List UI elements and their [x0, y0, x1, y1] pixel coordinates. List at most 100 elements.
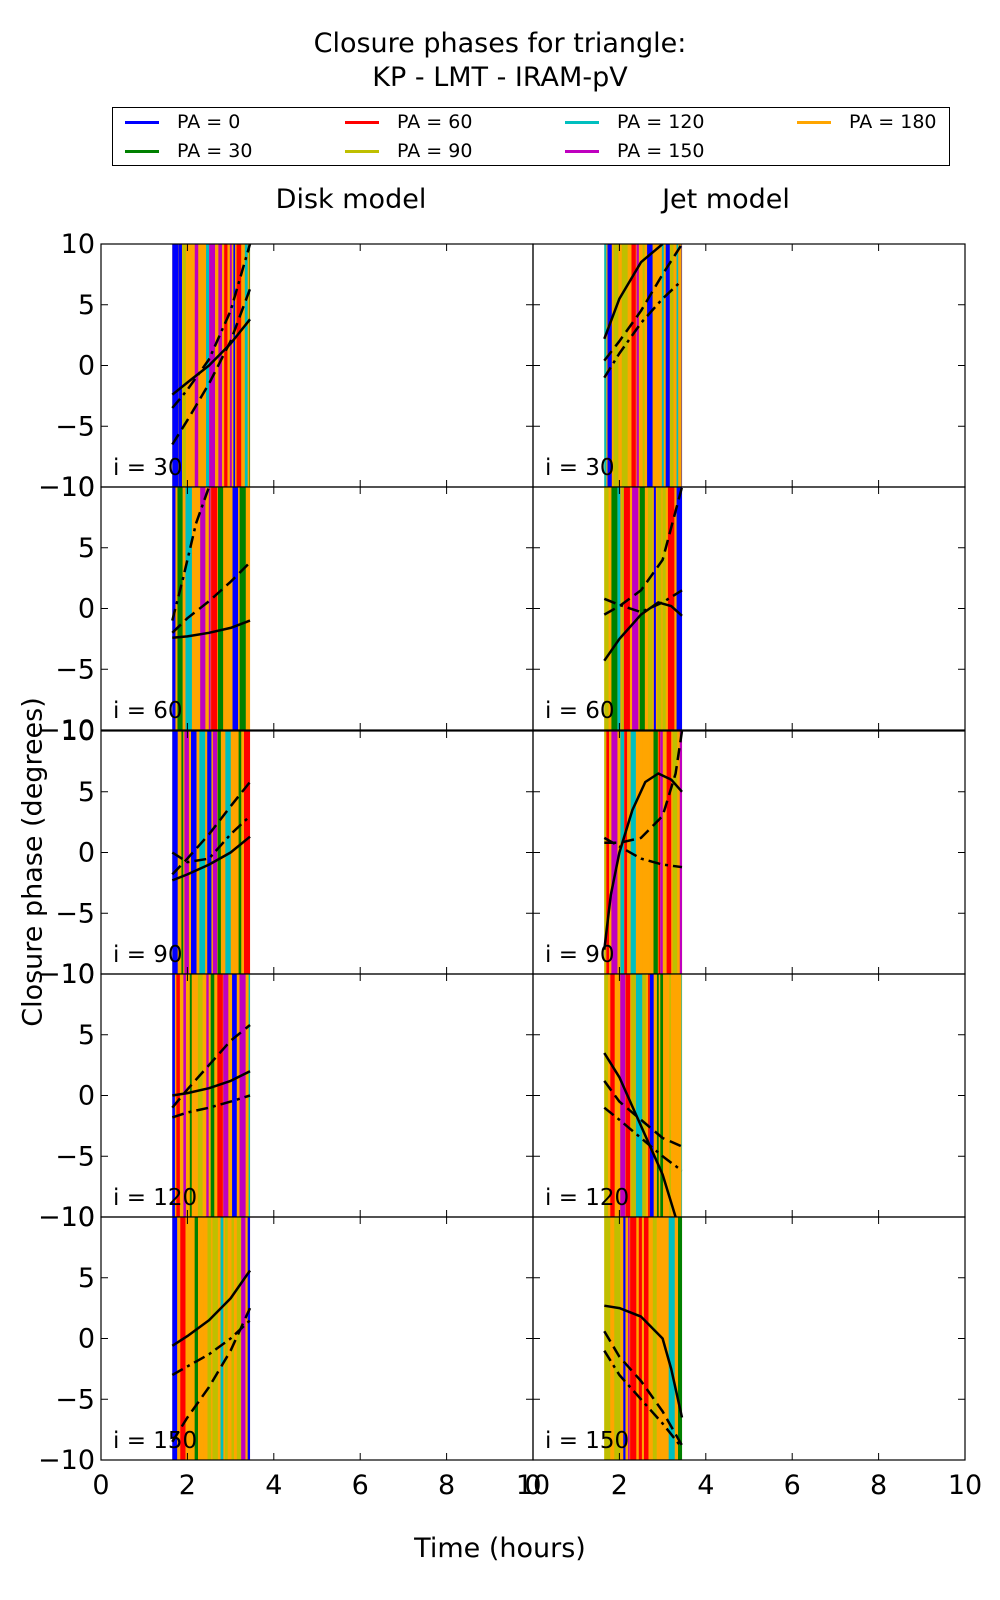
- color-band: [172, 974, 251, 1217]
- y-tick-label: 5: [78, 290, 95, 321]
- x-tick-label: 2: [179, 1470, 196, 1501]
- column-title-jet: Jet model: [662, 184, 790, 215]
- band-stripe: [638, 1217, 642, 1460]
- band-stripe: [200, 487, 206, 730]
- panel-frame: [532, 486, 966, 731]
- band-stripe: [232, 974, 237, 1217]
- band-stripe: [199, 731, 206, 974]
- series-line-dashdot: [171, 815, 251, 864]
- band-stripe: [192, 487, 197, 730]
- band-stripe: [224, 1217, 228, 1460]
- band-stripe: [194, 244, 199, 487]
- band-stripe: [614, 1217, 621, 1460]
- series-line-solid: [171, 835, 251, 882]
- band-stripe: [653, 731, 658, 974]
- legend-label-pa-30: PA = 30: [177, 140, 253, 162]
- band-stripe: [172, 731, 178, 974]
- x-tick-label: 0: [524, 1470, 541, 1501]
- band-stripe: [239, 974, 246, 1217]
- band-stripe: [238, 731, 242, 974]
- band-stripe: [647, 244, 653, 487]
- panel-jet-row-1: i = 30: [532, 243, 966, 488]
- panel-frame: [100, 243, 534, 488]
- series-line-dashdot: [171, 1094, 251, 1119]
- band-stripe: [212, 1217, 218, 1460]
- band-stripe: [604, 731, 606, 974]
- panel-disk-row-1: −10 −5 0 5 10 i = 30: [38, 229, 534, 503]
- band-stripe: [185, 487, 192, 730]
- panel-frame: [100, 730, 534, 975]
- panel-frame: [100, 486, 534, 731]
- band-stripe: [623, 487, 630, 730]
- band-stripe: [211, 487, 218, 730]
- y-tick-label: 0: [78, 838, 95, 869]
- band-stripe: [676, 244, 679, 487]
- band-stripe: [668, 1217, 675, 1460]
- row-label: i = 90: [113, 942, 183, 968]
- legend-item-pa-30: PA = 30: [125, 140, 252, 162]
- band-stripe: [660, 974, 664, 1217]
- series-line-dashed: [171, 1307, 252, 1443]
- y-tick-label: 0: [78, 594, 95, 625]
- band-stripe: [189, 974, 192, 1217]
- panel-frame: [532, 1216, 966, 1461]
- band-stripe: [630, 731, 636, 974]
- band-stripe: [621, 244, 628, 487]
- band-stripe: [649, 1217, 652, 1460]
- color-band: [172, 487, 251, 730]
- series-line-dashed: [604, 731, 684, 845]
- y-tick-label: 10: [61, 959, 95, 990]
- color-band: [604, 731, 683, 974]
- band-stripe: [233, 244, 236, 487]
- y-axis-label: Closure phase (degrees): [17, 697, 49, 1027]
- panel-disk-row-2: −10 −5 0 5 10 i = 60: [38, 472, 534, 746]
- row-label: i = 120: [545, 1185, 629, 1211]
- series-line-dashdot: [171, 1319, 251, 1377]
- band-stripe: [197, 974, 203, 1217]
- legend-label-pa-120: PA = 120: [617, 111, 705, 133]
- panel-frame: [532, 730, 966, 975]
- series-line-solid: [172, 1070, 251, 1097]
- band-stripe: [220, 1217, 224, 1460]
- panel-jet-row-2: i = 60: [532, 486, 966, 731]
- y-tick-label: −5: [55, 1384, 95, 1415]
- series-line-dashdot: [603, 279, 683, 379]
- y-tick-label: 10: [61, 716, 95, 747]
- panels-layer: −10 −5 0 5 10 i = 30 i = 30 −10 −5 0 5 10 i = 60 i = …: [38, 229, 982, 1501]
- panel-frame: [100, 973, 534, 1218]
- row-label: i = 90: [545, 942, 615, 968]
- band-stripe: [243, 731, 251, 974]
- panel-disk-row-4: −10 −5 0 5 10 i = 120: [38, 959, 534, 1233]
- series-lines: [171, 1024, 251, 1119]
- x-axis-label: Time (hours): [414, 1533, 586, 1564]
- panel-frame: [532, 243, 966, 488]
- y-tick-label: −10: [38, 1445, 95, 1476]
- band-stripe: [674, 974, 679, 1217]
- band-stripe: [217, 974, 223, 1217]
- band-stripe: [642, 244, 645, 487]
- band-stripe: [187, 1217, 193, 1460]
- panel-jet-row-4: i = 120: [532, 973, 966, 1218]
- series-line-solid: [604, 1304, 684, 1418]
- row-label: i = 30: [545, 455, 615, 481]
- band-stripe: [184, 731, 189, 974]
- y-tick-label: 10: [61, 229, 95, 260]
- x-tick-label: 2: [611, 1470, 628, 1501]
- band-stripe: [604, 487, 609, 730]
- band-stripe: [658, 731, 661, 974]
- y-tick-label: 0: [78, 1324, 95, 1355]
- series-line-dashed: [171, 288, 252, 446]
- legend-label-pa-60: PA = 60: [397, 111, 473, 133]
- band-stripe: [631, 974, 636, 1217]
- legend-swatch-pa-90: [345, 150, 379, 153]
- series-line-dashdot: [603, 589, 683, 614]
- series-line-dashdot: [171, 244, 252, 409]
- x-tick-label: 4: [697, 1470, 714, 1501]
- band-stripe: [212, 731, 218, 974]
- legend-label-pa-90: PA = 90: [397, 140, 473, 162]
- band-stripe: [676, 487, 683, 730]
- band-stripe: [232, 487, 239, 730]
- x-tick-label: 6: [352, 1470, 369, 1501]
- series-lines: [171, 781, 251, 882]
